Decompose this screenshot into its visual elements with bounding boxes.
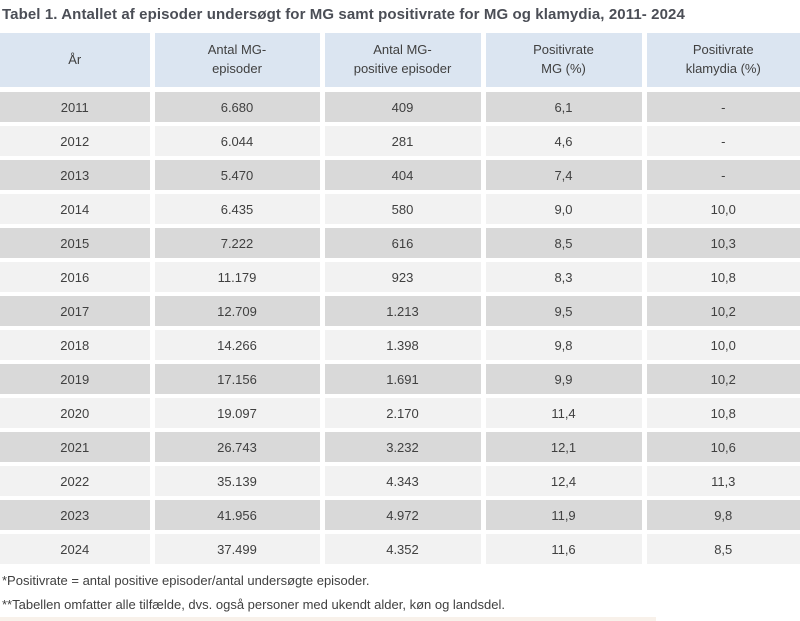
value-cell: 10,6 [644, 430, 800, 466]
value-cell: 4.972 [322, 498, 486, 534]
value-cell: 10,3 [644, 226, 800, 262]
table-row: 2011 6.680 409 6,1- [0, 89, 800, 126]
value-cell: 10,0 [644, 328, 800, 364]
value-cell: 6.044 [152, 124, 325, 160]
year-cell: 2023 [0, 498, 155, 534]
year-cell: 2014 [0, 192, 155, 228]
value-cell: 26.743 [152, 430, 325, 466]
year-cell: 2019 [0, 362, 155, 398]
value-cell: 35.139 [152, 464, 325, 500]
cutoff-content-strip [0, 617, 656, 621]
value-cell: 14.266 [152, 328, 325, 364]
value-cell: 8,5 [483, 226, 647, 262]
year-cell: 2018 [0, 328, 155, 364]
year-cell: 2020 [0, 396, 155, 432]
value-cell: 4.343 [322, 464, 486, 500]
value-cell: 12,1 [483, 430, 647, 466]
value-cell: 4,6 [483, 124, 647, 160]
value-cell: - [644, 158, 800, 194]
table-body: 2011 6.680 409 6,1-2012 6.044 281 4,6-2013 5.47… [0, 89, 800, 568]
value-cell: 9,8 [644, 498, 800, 534]
value-cell: 4.352 [322, 532, 486, 568]
year-cell: 2022 [0, 464, 155, 500]
table-row: 2022 35.139 4.343 12,4 11,3 [0, 464, 800, 500]
value-cell: 1.398 [322, 328, 486, 364]
value-cell: 9,5 [483, 294, 647, 330]
footnote-coverage: **Tabellen omfatter alle tilfælde, dvs. … [2, 596, 505, 612]
year-cell: 2015 [0, 226, 155, 262]
year-cell: 2011 [0, 89, 155, 126]
value-cell: - [644, 89, 800, 126]
value-cell: 10,0 [644, 192, 800, 228]
column-header-positivity-mg: Positivrate MG (%) [483, 33, 647, 92]
value-cell: 1.213 [322, 294, 486, 330]
value-cell: 12,4 [483, 464, 647, 500]
year-cell: 2024 [0, 532, 155, 568]
value-cell: 11,9 [483, 498, 647, 534]
value-cell: 7,4 [483, 158, 647, 194]
value-cell: 19.097 [152, 396, 325, 432]
value-cell: 8,3 [483, 260, 647, 296]
column-header-positivity-chlamydia: Positivrate klamydia (%) [644, 33, 800, 92]
table-row: 2021 26.743 3.232 12,1 10,6 [0, 430, 800, 466]
value-cell: 2.170 [322, 396, 486, 432]
year-cell: 2021 [0, 430, 155, 466]
footnote-positivrate: *Positivrate = antal positive episoder/a… [2, 573, 370, 588]
value-cell: - [644, 124, 800, 160]
value-cell: 12.709 [152, 294, 325, 330]
value-cell: 8,5 [644, 532, 800, 568]
value-cell: 923 [322, 260, 486, 296]
table-row: 2018 14.266 1.398 9,8 10,0 [0, 328, 800, 364]
table-row: 2016 11.179 923 8,3 10,8 [0, 260, 800, 296]
value-cell: 9,8 [483, 328, 647, 364]
footnotes: *Positivrate = antal positive episoder/a… [0, 573, 800, 614]
data-table: År Antal MG- episoder Antal MG- positive… [0, 33, 800, 568]
value-cell: 281 [322, 124, 486, 160]
value-cell: 409 [322, 89, 486, 126]
value-cell: 5.470 [152, 158, 325, 194]
value-cell: 9,0 [483, 192, 647, 228]
table-row: 2024 37.499 4.352 11,6 8,5 [0, 532, 800, 568]
value-cell: 37.499 [152, 532, 325, 568]
value-cell: 10,2 [644, 362, 800, 398]
value-cell: 6.435 [152, 192, 325, 228]
table-row: 2013 5.470 404 7,4- [0, 158, 800, 194]
value-cell: 11,4 [483, 396, 647, 432]
value-cell: 6.680 [152, 89, 325, 126]
value-cell: 17.156 [152, 362, 325, 398]
year-cell: 2013 [0, 158, 155, 194]
column-header-year: År [0, 33, 155, 92]
value-cell: 404 [322, 158, 486, 194]
table-row: 2017 12.709 1.213 9,5 10,2 [0, 294, 800, 330]
value-cell: 10,2 [644, 294, 800, 330]
table-row: 2015 7.222 616 8,5 10,3 [0, 226, 800, 262]
column-header-mg-positive-episodes: Antal MG- positive episoder [322, 33, 486, 92]
value-cell: 616 [322, 226, 486, 262]
table-title: Tabel 1. Antallet af episoder undersøgt … [2, 6, 685, 23]
table-row: 2023 41.956 4.972 11,9 9,8 [0, 498, 800, 534]
value-cell: 580 [322, 192, 486, 228]
header-row: År Antal MG- episoder Antal MG- positive… [0, 33, 800, 92]
table-row: 2012 6.044 281 4,6- [0, 124, 800, 160]
value-cell: 11,6 [483, 532, 647, 568]
year-cell: 2016 [0, 260, 155, 296]
value-cell: 7.222 [152, 226, 325, 262]
table-row: 2014 6.435 580 9,0 10,0 [0, 192, 800, 228]
value-cell: 11,3 [644, 464, 800, 500]
table-row: 2020 19.097 2.170 11,4 10,8 [0, 396, 800, 432]
value-cell: 10,8 [644, 260, 800, 296]
table-row: 2019 17.156 1.691 9,9 10,2 [0, 362, 800, 398]
value-cell: 6,1 [483, 89, 647, 126]
value-cell: 10,8 [644, 396, 800, 432]
value-cell: 3.232 [322, 430, 486, 466]
value-cell: 11.179 [152, 260, 325, 296]
year-cell: 2012 [0, 124, 155, 160]
value-cell: 41.956 [152, 498, 325, 534]
value-cell: 1.691 [322, 362, 486, 398]
year-cell: 2017 [0, 294, 155, 330]
value-cell: 9,9 [483, 362, 647, 398]
column-header-mg-episodes: Antal MG- episoder [152, 33, 325, 92]
